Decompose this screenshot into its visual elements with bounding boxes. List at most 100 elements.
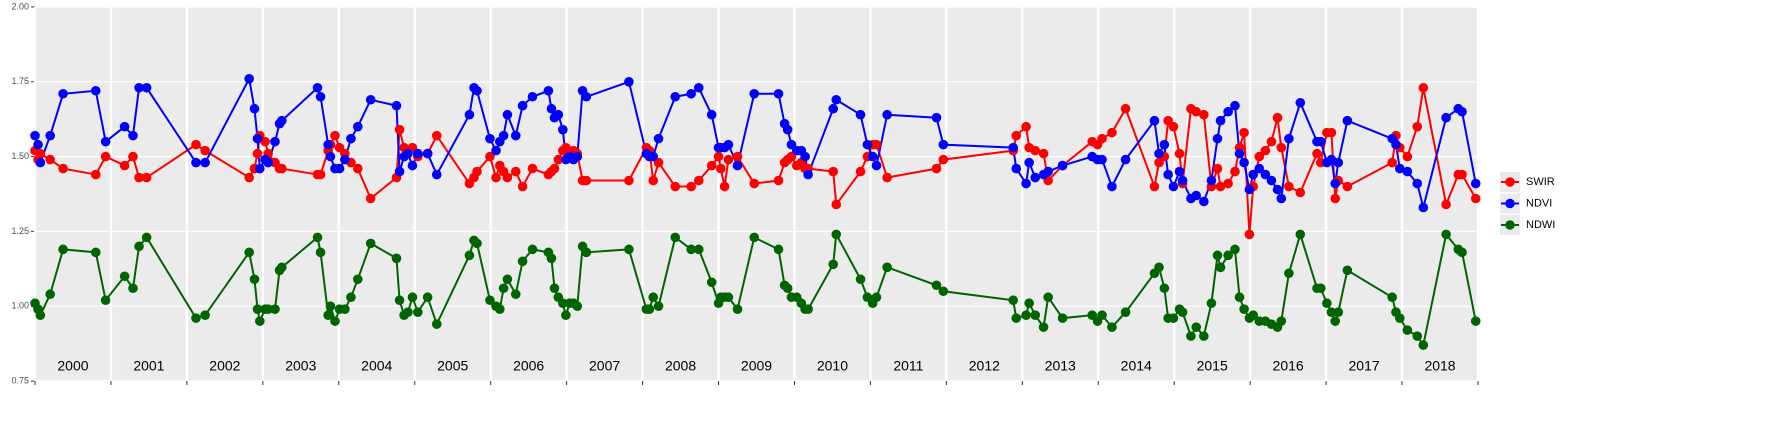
data-point <box>340 154 350 165</box>
data-point <box>867 151 878 162</box>
data-point <box>1239 127 1249 138</box>
data-point <box>334 163 345 174</box>
data-point <box>323 139 333 150</box>
data-point <box>706 277 717 288</box>
data-point <box>855 166 866 177</box>
data-point <box>572 151 583 162</box>
data-point <box>648 175 659 186</box>
year-label: 2003 <box>285 358 316 374</box>
data-point <box>1057 313 1068 323</box>
data-point <box>1457 169 1467 180</box>
data-point <box>1284 181 1294 192</box>
data-point <box>472 238 482 249</box>
data-point <box>1394 313 1405 323</box>
data-point <box>200 310 210 320</box>
data-point <box>1215 115 1226 126</box>
data-point <box>249 103 260 114</box>
data-point <box>871 292 882 303</box>
data-point <box>1276 316 1287 326</box>
data-point <box>1199 109 1209 120</box>
year-label: 2000 <box>57 358 88 374</box>
year-label: 2002 <box>209 358 240 374</box>
data-point <box>1043 166 1053 177</box>
data-point <box>330 130 340 141</box>
data-point <box>394 295 405 306</box>
data-point <box>553 109 564 120</box>
data-point <box>938 139 949 150</box>
data-point <box>1333 157 1344 168</box>
data-point <box>882 109 892 120</box>
data-point <box>403 307 413 317</box>
data-point <box>422 292 433 303</box>
data-point <box>491 172 501 183</box>
year-label: 2018 <box>1424 358 1455 374</box>
data-point <box>472 85 482 96</box>
data-point <box>1295 97 1306 108</box>
legend-label: NDWI <box>1526 219 1555 231</box>
data-point <box>485 151 495 162</box>
data-point <box>561 310 571 320</box>
data-point <box>1212 250 1223 261</box>
data-point <box>719 181 730 192</box>
data-point <box>1284 133 1294 144</box>
data-point <box>581 91 592 102</box>
data-point <box>502 172 513 183</box>
data-point <box>938 154 949 165</box>
y-tick-label: 0.75 <box>11 375 29 385</box>
data-point <box>546 253 557 264</box>
data-point <box>1441 199 1451 210</box>
data-point <box>141 82 152 93</box>
data-point <box>1441 112 1451 123</box>
data-point <box>1174 166 1185 177</box>
data-point <box>244 74 254 84</box>
legend-point <box>1505 177 1515 187</box>
data-point <box>931 112 942 123</box>
data-point <box>1418 202 1429 213</box>
data-point <box>1394 163 1405 174</box>
data-point <box>723 139 734 150</box>
data-point <box>412 307 423 317</box>
data-point <box>862 139 873 150</box>
data-point <box>1149 115 1160 126</box>
data-point <box>1043 292 1053 303</box>
data-point <box>1254 151 1265 162</box>
data-point <box>270 136 280 147</box>
data-point <box>330 316 340 326</box>
data-point <box>1457 106 1467 117</box>
data-point <box>431 319 442 329</box>
data-point <box>1387 157 1397 168</box>
data-point <box>352 274 363 285</box>
data-point <box>706 109 717 120</box>
data-point <box>1412 178 1423 189</box>
data-point <box>732 160 743 171</box>
data-point <box>270 304 280 314</box>
data-point <box>1011 130 1022 141</box>
data-point <box>624 175 634 186</box>
data-point <box>1159 283 1170 294</box>
data-point <box>1342 265 1353 276</box>
data-point <box>749 232 760 243</box>
data-point <box>828 259 839 270</box>
data-point <box>882 172 892 183</box>
data-point <box>325 151 336 162</box>
data-point <box>249 274 260 285</box>
y-tick-label: 2.00 <box>11 1 29 11</box>
data-point <box>1276 193 1287 204</box>
data-point <box>732 304 743 314</box>
data-point <box>1272 112 1283 123</box>
data-point <box>263 304 273 314</box>
data-point <box>485 133 495 144</box>
data-point <box>1412 331 1423 341</box>
data-point <box>494 304 505 314</box>
data-point <box>1266 175 1277 186</box>
data-point <box>1168 313 1179 323</box>
data-point <box>1107 127 1117 138</box>
panel-background <box>35 7 1478 381</box>
data-point <box>431 130 442 141</box>
data-point <box>1457 247 1467 258</box>
data-point <box>464 250 475 261</box>
data-point <box>686 244 696 255</box>
year-label: 2004 <box>361 358 392 374</box>
data-point <box>498 283 509 294</box>
